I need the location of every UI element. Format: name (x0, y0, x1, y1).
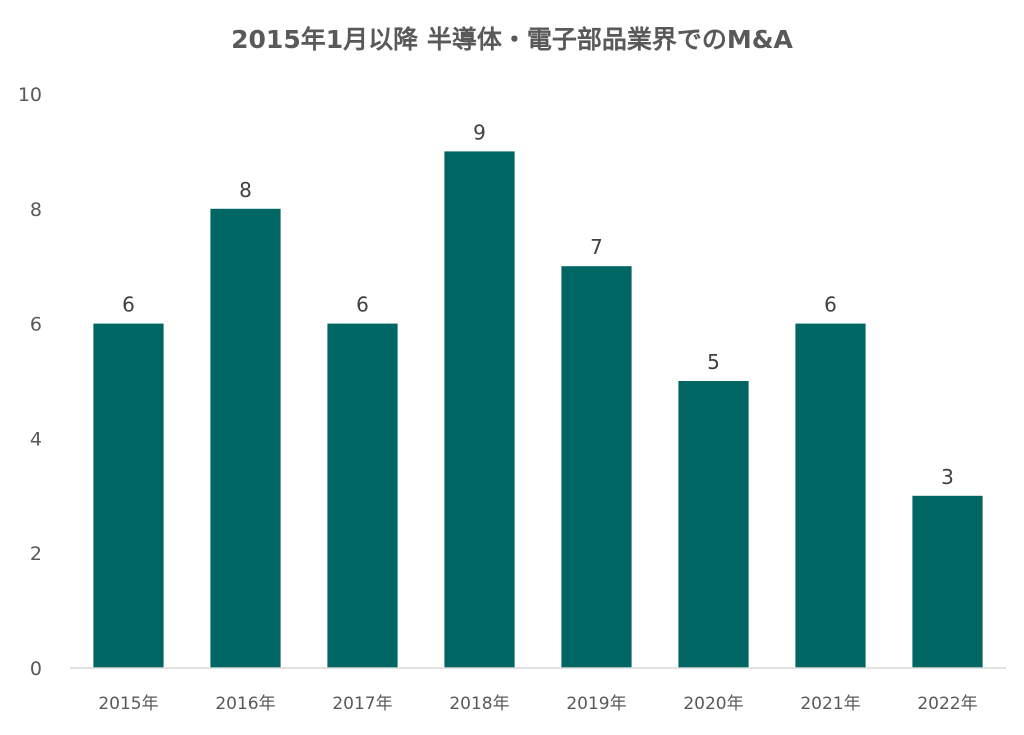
bar-value-label: 3 (941, 465, 954, 489)
x-category-label: 2019年 (566, 694, 626, 714)
y-tick-label: 0 (30, 658, 42, 680)
y-tick-label: 10 (18, 84, 42, 106)
bar (561, 266, 632, 668)
bar (444, 151, 515, 668)
bar-value-label: 5 (707, 350, 720, 374)
bar-value-label: 7 (590, 235, 603, 259)
bar-value-label: 8 (239, 178, 252, 202)
x-category-label: 2016年 (215, 694, 275, 714)
y-axis-tick-labels: 0 2 4 6 8 10 (18, 84, 42, 680)
x-category-label: 2017年 (332, 694, 392, 714)
bar-value-label: 6 (122, 293, 135, 317)
y-tick-label: 6 (30, 314, 42, 336)
y-tick-label: 2 (30, 543, 42, 565)
y-tick-label: 4 (30, 428, 42, 450)
x-category-label: 2015年 (98, 694, 158, 714)
bars (93, 151, 983, 669)
x-category-label: 2018年 (449, 694, 509, 714)
x-category-label: 2022年 (917, 694, 977, 714)
x-category-label: 2020年 (683, 694, 743, 714)
x-axis-category-labels: 2015年 2016年 2017年 2018年 2019年 2020年 2021年 2022年 (98, 694, 977, 714)
x-category-label: 2021年 (800, 694, 860, 714)
bar (912, 495, 983, 668)
data-labels: 6 8 6 9 7 5 6 3 (122, 120, 954, 488)
bar-value-label: 9 (473, 120, 486, 144)
y-tick-label: 8 (30, 199, 42, 221)
chart-title: 2015年1月以降 半導体・電子部品業界でのM&A (231, 25, 793, 54)
bar (327, 323, 398, 668)
bar (210, 208, 281, 669)
bar-value-label: 6 (824, 293, 837, 317)
bar (795, 323, 866, 668)
bar (93, 323, 164, 668)
bar-value-label: 6 (356, 293, 369, 317)
bar (678, 381, 749, 668)
